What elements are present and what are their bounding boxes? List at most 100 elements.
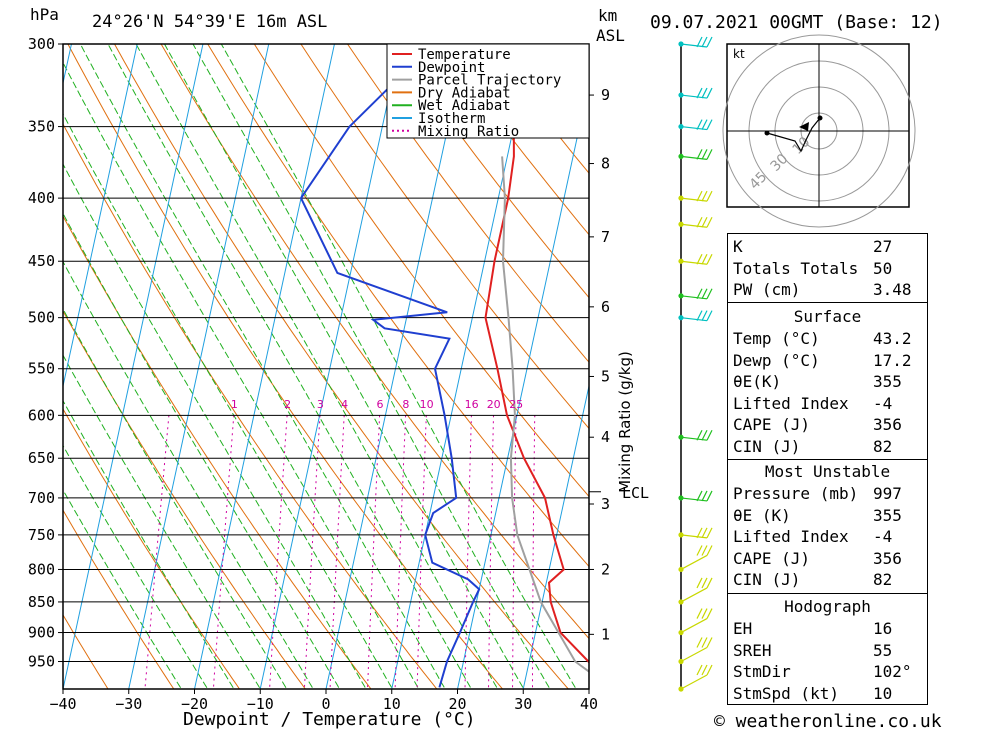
wind-barb-flag xyxy=(696,119,703,130)
wind-barb-flag xyxy=(696,253,703,265)
mixing-ratio-label: 2 xyxy=(284,398,291,411)
index-value: -4 xyxy=(873,527,893,547)
isotherm-line xyxy=(588,686,589,689)
dry-adiabat-line xyxy=(63,310,306,689)
index-row: CAPE (J) 356 xyxy=(728,549,927,570)
dry-adiabat-line xyxy=(968,0,1000,705)
x-tick-label: −30 xyxy=(115,695,142,713)
index-value: -4 xyxy=(873,393,893,413)
dry-adiabat-line xyxy=(63,509,175,689)
wet-adiabat-line xyxy=(63,354,261,689)
lcl-label: LCL xyxy=(622,484,649,502)
hodograph-title: Hodograph xyxy=(784,597,871,616)
legend-entry: Wet Adiabat xyxy=(418,98,511,114)
wind-barb-flag xyxy=(701,119,708,130)
wind-barb-flag xyxy=(701,429,708,441)
dry-adiabat-line xyxy=(923,0,1000,705)
index-row: Temp (°C) 43.2 xyxy=(728,329,927,350)
wind-barb-flag xyxy=(696,87,703,99)
wet-adiabat-line xyxy=(220,44,577,689)
y-tick-label: 300 xyxy=(28,35,55,53)
index-value: 16 xyxy=(873,619,893,638)
wind-barb-flag xyxy=(696,527,703,539)
wet-adiabat-line xyxy=(63,444,209,689)
x-tick-label: 40 xyxy=(580,695,598,713)
hodograph-unit-label: kt xyxy=(733,47,745,61)
mixing-ratio-axis-title: Mixing Ratio (g/kg) xyxy=(616,351,634,493)
mixing-ratio-label: 10 xyxy=(420,398,434,411)
wind-barb-flag xyxy=(706,288,713,300)
wind-barb-flag xyxy=(706,429,713,441)
series-temperature xyxy=(484,126,589,664)
index-row: θE (K) 355 xyxy=(728,506,927,527)
mixing-ratio-line xyxy=(464,415,472,689)
hodograph-trace xyxy=(766,117,821,153)
wind-barb-dot xyxy=(678,566,684,573)
index-row: StmDir 102° xyxy=(728,662,927,683)
km-label: 9 xyxy=(601,86,610,104)
mixing-ratio-label: 4 xyxy=(341,398,348,411)
legend-entry: Isotherm xyxy=(418,111,485,127)
wind-barb-flag xyxy=(701,216,708,228)
legend-box xyxy=(386,43,590,139)
index-value: 82 xyxy=(873,570,893,590)
mixing-ratio-line xyxy=(512,415,517,689)
km-label: 1 xyxy=(601,625,610,643)
wet-adiabat-line xyxy=(63,260,314,689)
hodograph-point xyxy=(817,115,823,121)
legend-entry: Dewpoint xyxy=(418,60,485,76)
legend-entry: Mixing Ratio xyxy=(418,124,519,140)
isotherm-line xyxy=(194,44,335,689)
wind-barb-staff xyxy=(680,674,708,690)
mixing-ratio-line xyxy=(329,415,345,689)
index-label: Lifted Index xyxy=(733,527,849,547)
dry-adiabat-line xyxy=(63,123,438,689)
index-value: 10 xyxy=(873,683,893,703)
wind-barb-flag xyxy=(706,216,713,228)
index-row: StmSpd (kt) 10 xyxy=(728,684,927,705)
isotherm-line xyxy=(128,44,270,689)
x-tick-label: 30 xyxy=(514,695,532,713)
km-label: 8 xyxy=(601,155,610,173)
y-tick-label: 450 xyxy=(28,252,55,270)
y-tick-label: 700 xyxy=(28,489,55,507)
wet-adiabat-line xyxy=(63,489,182,689)
index-label: CIN (J) xyxy=(733,570,801,590)
wind-barb-flag xyxy=(706,149,713,160)
wind-barb-flag xyxy=(696,216,703,228)
wind-barb-flag xyxy=(706,119,713,130)
wind-barb-flag xyxy=(696,190,703,202)
index-value: 27 xyxy=(873,237,893,256)
index-value: 82 xyxy=(873,437,893,456)
wind-barb-dot xyxy=(678,629,684,636)
wind-barb-flag xyxy=(706,190,713,202)
index-label: Dewp (°C) xyxy=(733,350,820,370)
dry-adiabat-line xyxy=(393,44,589,299)
dry-adiabat-line xyxy=(253,44,589,498)
series-dewpoint xyxy=(299,44,481,688)
y-tick-label: 400 xyxy=(28,189,55,207)
index-row: Lifted Index -4 xyxy=(728,527,927,548)
hodograph-frame xyxy=(726,43,910,208)
mixing-ratio-label: 6 xyxy=(377,398,384,411)
hodograph-ring xyxy=(722,34,916,228)
series-parcel-trajectory xyxy=(501,156,589,673)
wet-adiabat-line xyxy=(163,44,525,689)
storm-motion-arrow xyxy=(799,122,809,131)
wet-adiabat-line xyxy=(135,44,499,689)
isotherm-line xyxy=(63,44,138,389)
wind-barb-flag xyxy=(701,149,708,160)
index-row: PW (cm) 3.48 xyxy=(728,280,927,301)
mixing-ratio-label: 3 xyxy=(317,398,324,411)
isotherm-line xyxy=(522,383,589,689)
mixing-ratio-line xyxy=(416,415,427,689)
dry-adiabat-line xyxy=(300,44,589,430)
wind-barb-flag xyxy=(701,310,708,321)
wet-adiabat-line xyxy=(79,44,446,689)
index-label: Lifted Index xyxy=(733,393,849,413)
index-label: StmSpd (kt) xyxy=(733,683,839,703)
wind-barb-flag xyxy=(696,490,703,502)
dry-adiabat-line xyxy=(113,44,569,689)
